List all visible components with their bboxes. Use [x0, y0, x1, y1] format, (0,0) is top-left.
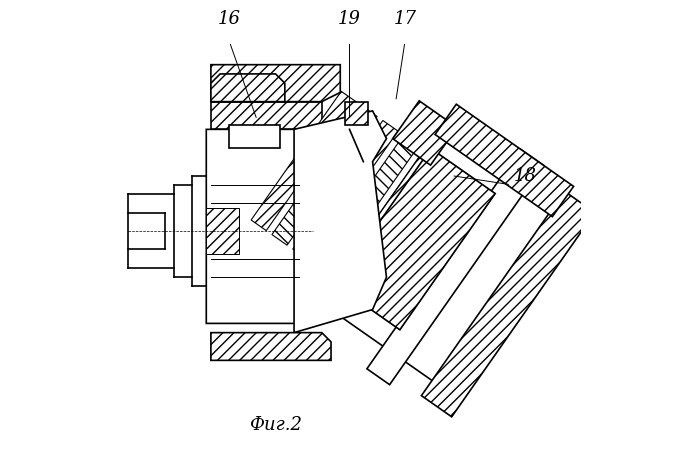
Polygon shape	[355, 164, 461, 304]
Text: 18: 18	[514, 167, 537, 185]
Polygon shape	[393, 101, 457, 165]
Polygon shape	[314, 135, 419, 274]
Polygon shape	[272, 106, 377, 245]
Polygon shape	[294, 111, 387, 333]
Polygon shape	[211, 74, 284, 102]
Polygon shape	[211, 333, 331, 360]
Polygon shape	[421, 191, 595, 417]
Polygon shape	[251, 91, 356, 231]
Polygon shape	[319, 123, 575, 394]
Polygon shape	[293, 121, 398, 260]
Polygon shape	[435, 104, 574, 217]
Polygon shape	[206, 129, 326, 323]
Text: 16: 16	[218, 10, 241, 28]
Text: 17: 17	[394, 10, 417, 28]
Polygon shape	[211, 65, 340, 102]
Polygon shape	[23, 249, 96, 366]
Polygon shape	[211, 102, 322, 129]
Polygon shape	[367, 149, 543, 385]
Text: 19: 19	[338, 10, 361, 28]
Polygon shape	[229, 125, 280, 148]
Polygon shape	[336, 148, 496, 330]
Polygon shape	[345, 102, 368, 125]
Text: Фиг.2: Фиг.2	[249, 416, 302, 434]
Polygon shape	[334, 150, 440, 289]
Polygon shape	[206, 208, 238, 254]
